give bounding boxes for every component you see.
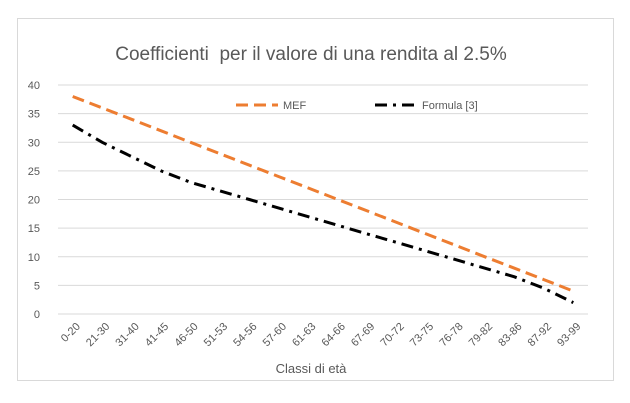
- legend-label-formula-3: Formula [3]: [422, 100, 478, 112]
- x-tick-label: 21-30: [84, 321, 112, 349]
- x-tick-label: 51-53: [202, 321, 230, 349]
- y-tick-label: 20: [28, 195, 40, 207]
- x-tick-label: 46-50: [172, 321, 200, 349]
- y-tick-label: 10: [28, 252, 40, 264]
- y-tick-label: 30: [28, 137, 40, 149]
- x-tick-label: 54-56: [231, 321, 259, 349]
- y-tick-label: 35: [28, 109, 40, 121]
- x-tick-label: 31-40: [113, 321, 141, 349]
- x-tick-label: 79-82: [467, 321, 495, 349]
- x-tick-label: 57-60: [261, 321, 289, 349]
- x-tick-label: 76-78: [437, 321, 465, 349]
- gridlines: [58, 84, 588, 315]
- legend-label-mef: MEF: [283, 100, 307, 112]
- series-lines: [71, 95, 574, 304]
- x-tick-label: 83-86: [496, 321, 524, 349]
- x-tick-label: 87-92: [526, 321, 554, 349]
- x-tick-label: 61-63: [290, 321, 318, 349]
- x-tick-label: 41-45: [143, 321, 171, 349]
- y-axis-tick-labels: 0 5 10 15 20 25 30 35 40: [28, 80, 40, 321]
- y-tick-label: 15: [28, 223, 40, 235]
- x-tick-label: 0-20: [59, 321, 83, 345]
- x-tick-label: 67-69: [349, 321, 377, 349]
- series-line-formula-3: [71, 123, 574, 304]
- y-tick-label: 5: [34, 280, 40, 292]
- x-axis-tick-labels: 0-20 21-30 31-40 41-45 46-50 51-53 54-56 57-60 6…: [59, 321, 584, 349]
- chart-title: Coefficienti per il valore di una rendit…: [115, 44, 507, 65]
- legend: MEF Formula [3]: [236, 100, 478, 112]
- y-tick-label: 25: [28, 166, 40, 178]
- series-line-mef: [72, 95, 574, 293]
- y-tick-label: 0: [34, 309, 40, 321]
- x-tick-label: 93-99: [555, 321, 583, 349]
- x-tick-label: 73-75: [408, 321, 436, 349]
- y-tick-label: 40: [28, 80, 40, 92]
- x-axis-label: Classi di età: [276, 361, 348, 376]
- x-tick-label: 70-72: [378, 321, 406, 349]
- x-tick-label: 64-66: [320, 321, 348, 349]
